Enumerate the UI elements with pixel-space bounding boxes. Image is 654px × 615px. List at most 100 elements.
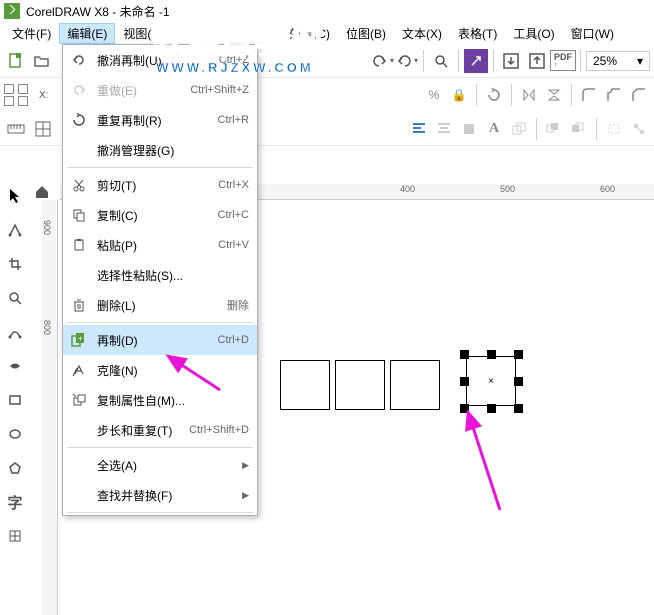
menu-copy-props[interactable]: 复制属性自(M)... bbox=[63, 385, 257, 415]
menu-clone[interactable]: 克隆(N) bbox=[63, 355, 257, 385]
selection-handle[interactable] bbox=[487, 350, 496, 359]
zoom-tool-icon[interactable] bbox=[3, 286, 27, 310]
rotate-icon[interactable] bbox=[483, 84, 505, 106]
zoom-combo[interactable]: 25%▾ bbox=[586, 51, 650, 71]
menu-view[interactable]: 视图( bbox=[115, 23, 159, 44]
open-icon[interactable] bbox=[30, 49, 54, 73]
export-icon[interactable] bbox=[525, 49, 549, 73]
paste-icon bbox=[69, 235, 89, 255]
svg-text:+: + bbox=[78, 334, 83, 343]
corner-chamfer-icon[interactable] bbox=[628, 84, 650, 106]
grid-icon[interactable] bbox=[4, 84, 30, 106]
table-tool-icon[interactable] bbox=[3, 524, 27, 548]
menu-undo-duplicate[interactable]: 撤消再制(U) Ctrl+Z bbox=[63, 45, 257, 75]
grid-toggle-icon[interactable] bbox=[31, 117, 55, 141]
window-title: CorelDRAW X8 - 未命名 -1 bbox=[26, 3, 170, 20]
menu-paste-special[interactable]: 选择性粘贴(S)... bbox=[63, 260, 257, 290]
rectangle-object[interactable] bbox=[335, 360, 385, 410]
selection-handle[interactable] bbox=[514, 350, 523, 359]
menu-effects[interactable]: 效果(C) bbox=[281, 23, 338, 44]
menu-table[interactable]: 表格(T) bbox=[450, 23, 505, 44]
import-icon[interactable] bbox=[499, 49, 523, 73]
selection-handle[interactable] bbox=[460, 377, 469, 386]
menu-window[interactable]: 窗口(W) bbox=[563, 23, 622, 44]
menu-find-replace[interactable]: 查找并替换(F) ▶ bbox=[63, 480, 257, 510]
clone-icon bbox=[69, 360, 89, 380]
ruler-tick: 900 bbox=[42, 220, 52, 235]
shape-tool-icon[interactable] bbox=[458, 118, 480, 140]
selection-handle[interactable] bbox=[514, 404, 523, 413]
undo-dropdown[interactable]: ▾ bbox=[372, 49, 394, 73]
menu-tools[interactable]: 工具(O) bbox=[505, 23, 562, 44]
ellipse-tool-icon[interactable] bbox=[3, 422, 27, 446]
ruler-icon[interactable] bbox=[4, 117, 28, 141]
menubar: 文件(F) 编辑(E) 视图( 效果(C) 位图(B) 文本(X) 表格(T) … bbox=[0, 22, 654, 44]
x-label: X: bbox=[39, 90, 48, 101]
menu-separator bbox=[67, 167, 253, 168]
menu-text[interactable]: 文本(X) bbox=[394, 23, 450, 44]
selection-handle[interactable] bbox=[460, 350, 469, 359]
rectangle-object[interactable] bbox=[390, 360, 440, 410]
menu-cut[interactable]: 剪切(T) Ctrl+X bbox=[63, 170, 257, 200]
redo-icon bbox=[69, 80, 89, 100]
menu-bitmap[interactable]: 位图(B) bbox=[338, 23, 394, 44]
align-left-icon[interactable] bbox=[408, 118, 430, 140]
search-icon[interactable] bbox=[429, 49, 453, 73]
polygon-tool-icon[interactable] bbox=[3, 456, 27, 480]
pick-tool-icon[interactable] bbox=[3, 184, 27, 208]
menu-redo: 重做(E) Ctrl+Shift+Z bbox=[63, 75, 257, 105]
menu-undo-manager[interactable]: 撤消管理器(G) bbox=[63, 135, 257, 165]
menu-repeat-duplicate[interactable]: 重复再制(R) Ctrl+R bbox=[63, 105, 257, 135]
duplicate-icon: + bbox=[69, 330, 89, 350]
new-doc-icon[interactable] bbox=[4, 49, 28, 73]
selection-handle[interactable] bbox=[487, 404, 496, 413]
step-repeat-icon bbox=[69, 420, 89, 440]
selection-handle[interactable] bbox=[460, 404, 469, 413]
rectangle-tool-icon[interactable] bbox=[3, 388, 27, 412]
corner-scallop-icon[interactable] bbox=[603, 84, 625, 106]
freehand-tool-icon[interactable] bbox=[3, 320, 27, 344]
menu-file[interactable]: 文件(F) bbox=[4, 23, 59, 44]
paste-special-icon bbox=[69, 265, 89, 285]
menu-separator bbox=[67, 512, 253, 513]
launch-icon[interactable] bbox=[464, 49, 488, 73]
left-toolbox: 字 bbox=[0, 180, 30, 548]
copy-icon bbox=[69, 205, 89, 225]
delete-icon bbox=[69, 295, 89, 315]
menu-step-repeat[interactable]: 步长和重复(T) Ctrl+Shift+D bbox=[63, 415, 257, 445]
ruler-vertical: 900 800 bbox=[42, 200, 58, 615]
titlebar: CorelDRAW X8 - 未命名 -1 bbox=[0, 0, 654, 22]
corner-round-icon[interactable] bbox=[578, 84, 600, 106]
submenu-arrow-icon: ▶ bbox=[242, 460, 249, 471]
text-tool-icon[interactable]: A bbox=[483, 118, 505, 140]
menu-separator bbox=[67, 322, 253, 323]
units-icon[interactable]: % bbox=[423, 84, 445, 106]
mirror-h-icon[interactable] bbox=[518, 84, 540, 106]
pdf-export-icon[interactable]: PDF↑ bbox=[551, 49, 575, 73]
crop-tool-icon[interactable] bbox=[3, 252, 27, 276]
zoom-value: 25% bbox=[593, 54, 617, 68]
mirror-v-icon[interactable] bbox=[543, 84, 565, 106]
artistic-media-icon[interactable] bbox=[3, 354, 27, 378]
submenu-arrow-icon: ▶ bbox=[242, 490, 249, 501]
to-front-icon[interactable] bbox=[543, 118, 565, 140]
menu-edit[interactable]: 编辑(E) bbox=[59, 23, 115, 44]
rectangle-object[interactable] bbox=[280, 360, 330, 410]
text-tool-icon2[interactable]: 字 bbox=[3, 490, 27, 514]
lock-icon[interactable]: 🔒 bbox=[448, 84, 470, 106]
menu-delete[interactable]: 删除(L) 删除 bbox=[63, 290, 257, 320]
selection-handle[interactable] bbox=[514, 377, 523, 386]
selection-center[interactable]: × bbox=[487, 377, 495, 385]
menu-copy[interactable]: 复制(C) Ctrl+C bbox=[63, 200, 257, 230]
align-center-icon[interactable] bbox=[433, 118, 455, 140]
convert-icon[interactable] bbox=[628, 118, 650, 140]
layer-icon[interactable] bbox=[508, 118, 530, 140]
shape-edit-icon[interactable] bbox=[3, 218, 27, 242]
cut-icon bbox=[69, 175, 89, 195]
wrap-icon[interactable] bbox=[603, 118, 625, 140]
to-back-icon[interactable] bbox=[568, 118, 590, 140]
menu-duplicate[interactable]: + 再制(D) Ctrl+D bbox=[63, 325, 257, 355]
menu-select-all[interactable]: 全选(A) ▶ bbox=[63, 450, 257, 480]
redo-dropdown[interactable]: ▾ bbox=[396, 49, 418, 73]
menu-paste[interactable]: 粘贴(P) Ctrl+V bbox=[63, 230, 257, 260]
